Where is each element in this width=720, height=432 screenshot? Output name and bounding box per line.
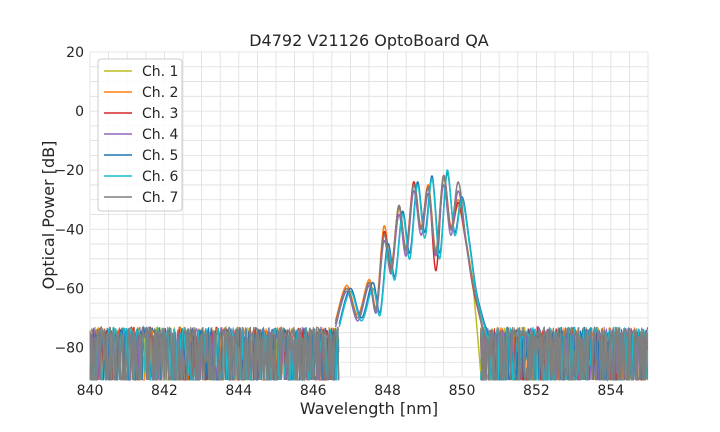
- legend-label: Ch. 3: [142, 106, 178, 122]
- x-tick-label: 844: [225, 383, 252, 399]
- x-axis-label: Wavelength [nm]: [300, 399, 438, 418]
- legend-label: Ch. 7: [142, 190, 178, 206]
- legend-label: Ch. 5: [142, 148, 178, 164]
- x-tick-label: 848: [374, 383, 401, 399]
- legend-label: Ch. 1: [142, 64, 178, 80]
- chart-title: D4792 V21126 OptoBoard QA: [249, 31, 489, 50]
- legend-label: Ch. 4: [142, 127, 179, 143]
- x-tick-label: 852: [523, 383, 550, 399]
- y-axis-label: Optical Power [dB]: [39, 141, 58, 290]
- x-tick-label: 842: [151, 383, 178, 399]
- noise-trace: [480, 326, 649, 381]
- noise-trace: [480, 326, 649, 382]
- noise-floor: [89, 325, 649, 382]
- y-tick-label: 0: [75, 104, 84, 120]
- y-tick-label: −40: [54, 222, 84, 238]
- x-tick-label: 850: [449, 383, 476, 399]
- series-lines: [334, 169, 489, 372]
- y-tick-label: −60: [54, 281, 84, 297]
- y-tick-label: 20: [66, 45, 84, 61]
- legend-label: Ch. 2: [142, 85, 178, 101]
- legend: Ch. 1 Ch. 2 Ch. 3 Ch. 4 Ch. 5 Ch. 6 Ch. 7: [97, 58, 183, 212]
- noise-trace: [89, 325, 340, 382]
- legend-label: Ch. 6: [142, 169, 179, 185]
- y-tick-label: −80: [54, 340, 84, 356]
- x-tick-label: 846: [300, 383, 327, 399]
- y-tick-label: −20: [54, 163, 84, 179]
- x-tick-label: 840: [77, 383, 104, 399]
- series-line: [334, 175, 486, 336]
- x-tick-label: 854: [597, 383, 624, 399]
- x-tick-labels: 840 842 844 846 848 850 852 854: [77, 383, 625, 399]
- series-line: [334, 184, 486, 336]
- legend-box: [97, 58, 183, 212]
- y-tick-labels: 20 0 −20 −40 −60 −80: [54, 45, 84, 356]
